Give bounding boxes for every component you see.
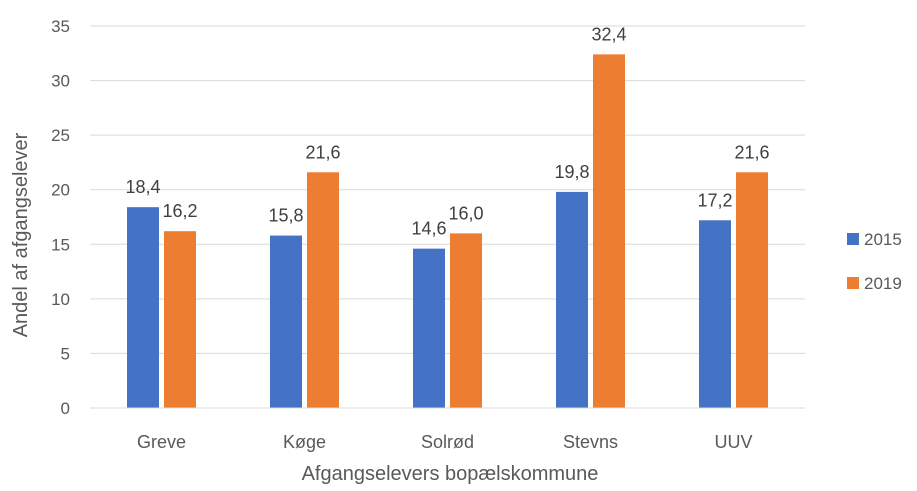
- y-axis-title: Andel af afgangselever: [10, 132, 32, 337]
- y-tick-label: 5: [61, 344, 70, 363]
- data-label: 21,6: [734, 142, 769, 162]
- legend: 2015 2019: [847, 230, 902, 293]
- gridlines: [90, 25, 805, 354]
- data-label: 19,8: [554, 162, 589, 182]
- bar-2015-Køge: [270, 235, 302, 408]
- legend-swatch-2019: [847, 277, 859, 289]
- data-label: 16,0: [448, 203, 483, 223]
- bar-2015-Solrød: [413, 248, 445, 408]
- y-tick-label: 20: [51, 181, 70, 200]
- x-category-label: Solrød: [421, 432, 474, 452]
- bar-2015-Stevns: [556, 191, 588, 408]
- x-category-label: UUV: [714, 432, 752, 452]
- bar-2019-Stevns: [593, 54, 625, 409]
- bars: [127, 54, 768, 409]
- data-label: 32,4: [591, 24, 626, 44]
- y-tick-label: 15: [51, 235, 70, 254]
- y-tick-label: 30: [51, 72, 70, 91]
- bar-2019-UUV: [736, 172, 768, 408]
- y-tick-label: 0: [61, 399, 70, 418]
- bar-2019-Køge: [307, 172, 339, 408]
- data-labels: 18,416,2 15,8 21,6 14,616,0 19,8 32,4 17,2 21,6: [125, 24, 769, 238]
- y-axis-ticks: 0 5 10 15 20 25 30 35: [51, 17, 70, 418]
- data-label: 21,6: [305, 142, 340, 162]
- legend-label: 2019: [864, 274, 902, 293]
- bar-2015-Greve: [127, 207, 159, 408]
- legend-swatch-2015: [847, 233, 859, 245]
- data-label: 16,2: [162, 201, 197, 221]
- y-tick-label: 25: [51, 126, 70, 145]
- y-tick-label: 35: [51, 17, 70, 36]
- x-category-label: Greve: [137, 432, 186, 452]
- x-axis-title: Afgangselevers bopælskommune: [302, 463, 599, 485]
- data-label: 17,2: [697, 190, 732, 210]
- x-category-label: Stevns: [563, 432, 618, 452]
- legend-label: 2015: [864, 230, 902, 249]
- bar-2019-Solrød: [450, 233, 482, 408]
- data-label: 14,6: [411, 219, 446, 239]
- data-label: 15,8: [268, 206, 303, 226]
- y-tick-label: 10: [51, 290, 70, 309]
- bar-2019-Greve: [164, 231, 196, 408]
- bar-2015-UUV: [699, 220, 731, 408]
- x-category-label: Køge: [283, 432, 326, 452]
- data-label: 18,4: [125, 177, 160, 197]
- x-axis-categories: Greve Køge Solrød Stevns UUV: [137, 432, 753, 452]
